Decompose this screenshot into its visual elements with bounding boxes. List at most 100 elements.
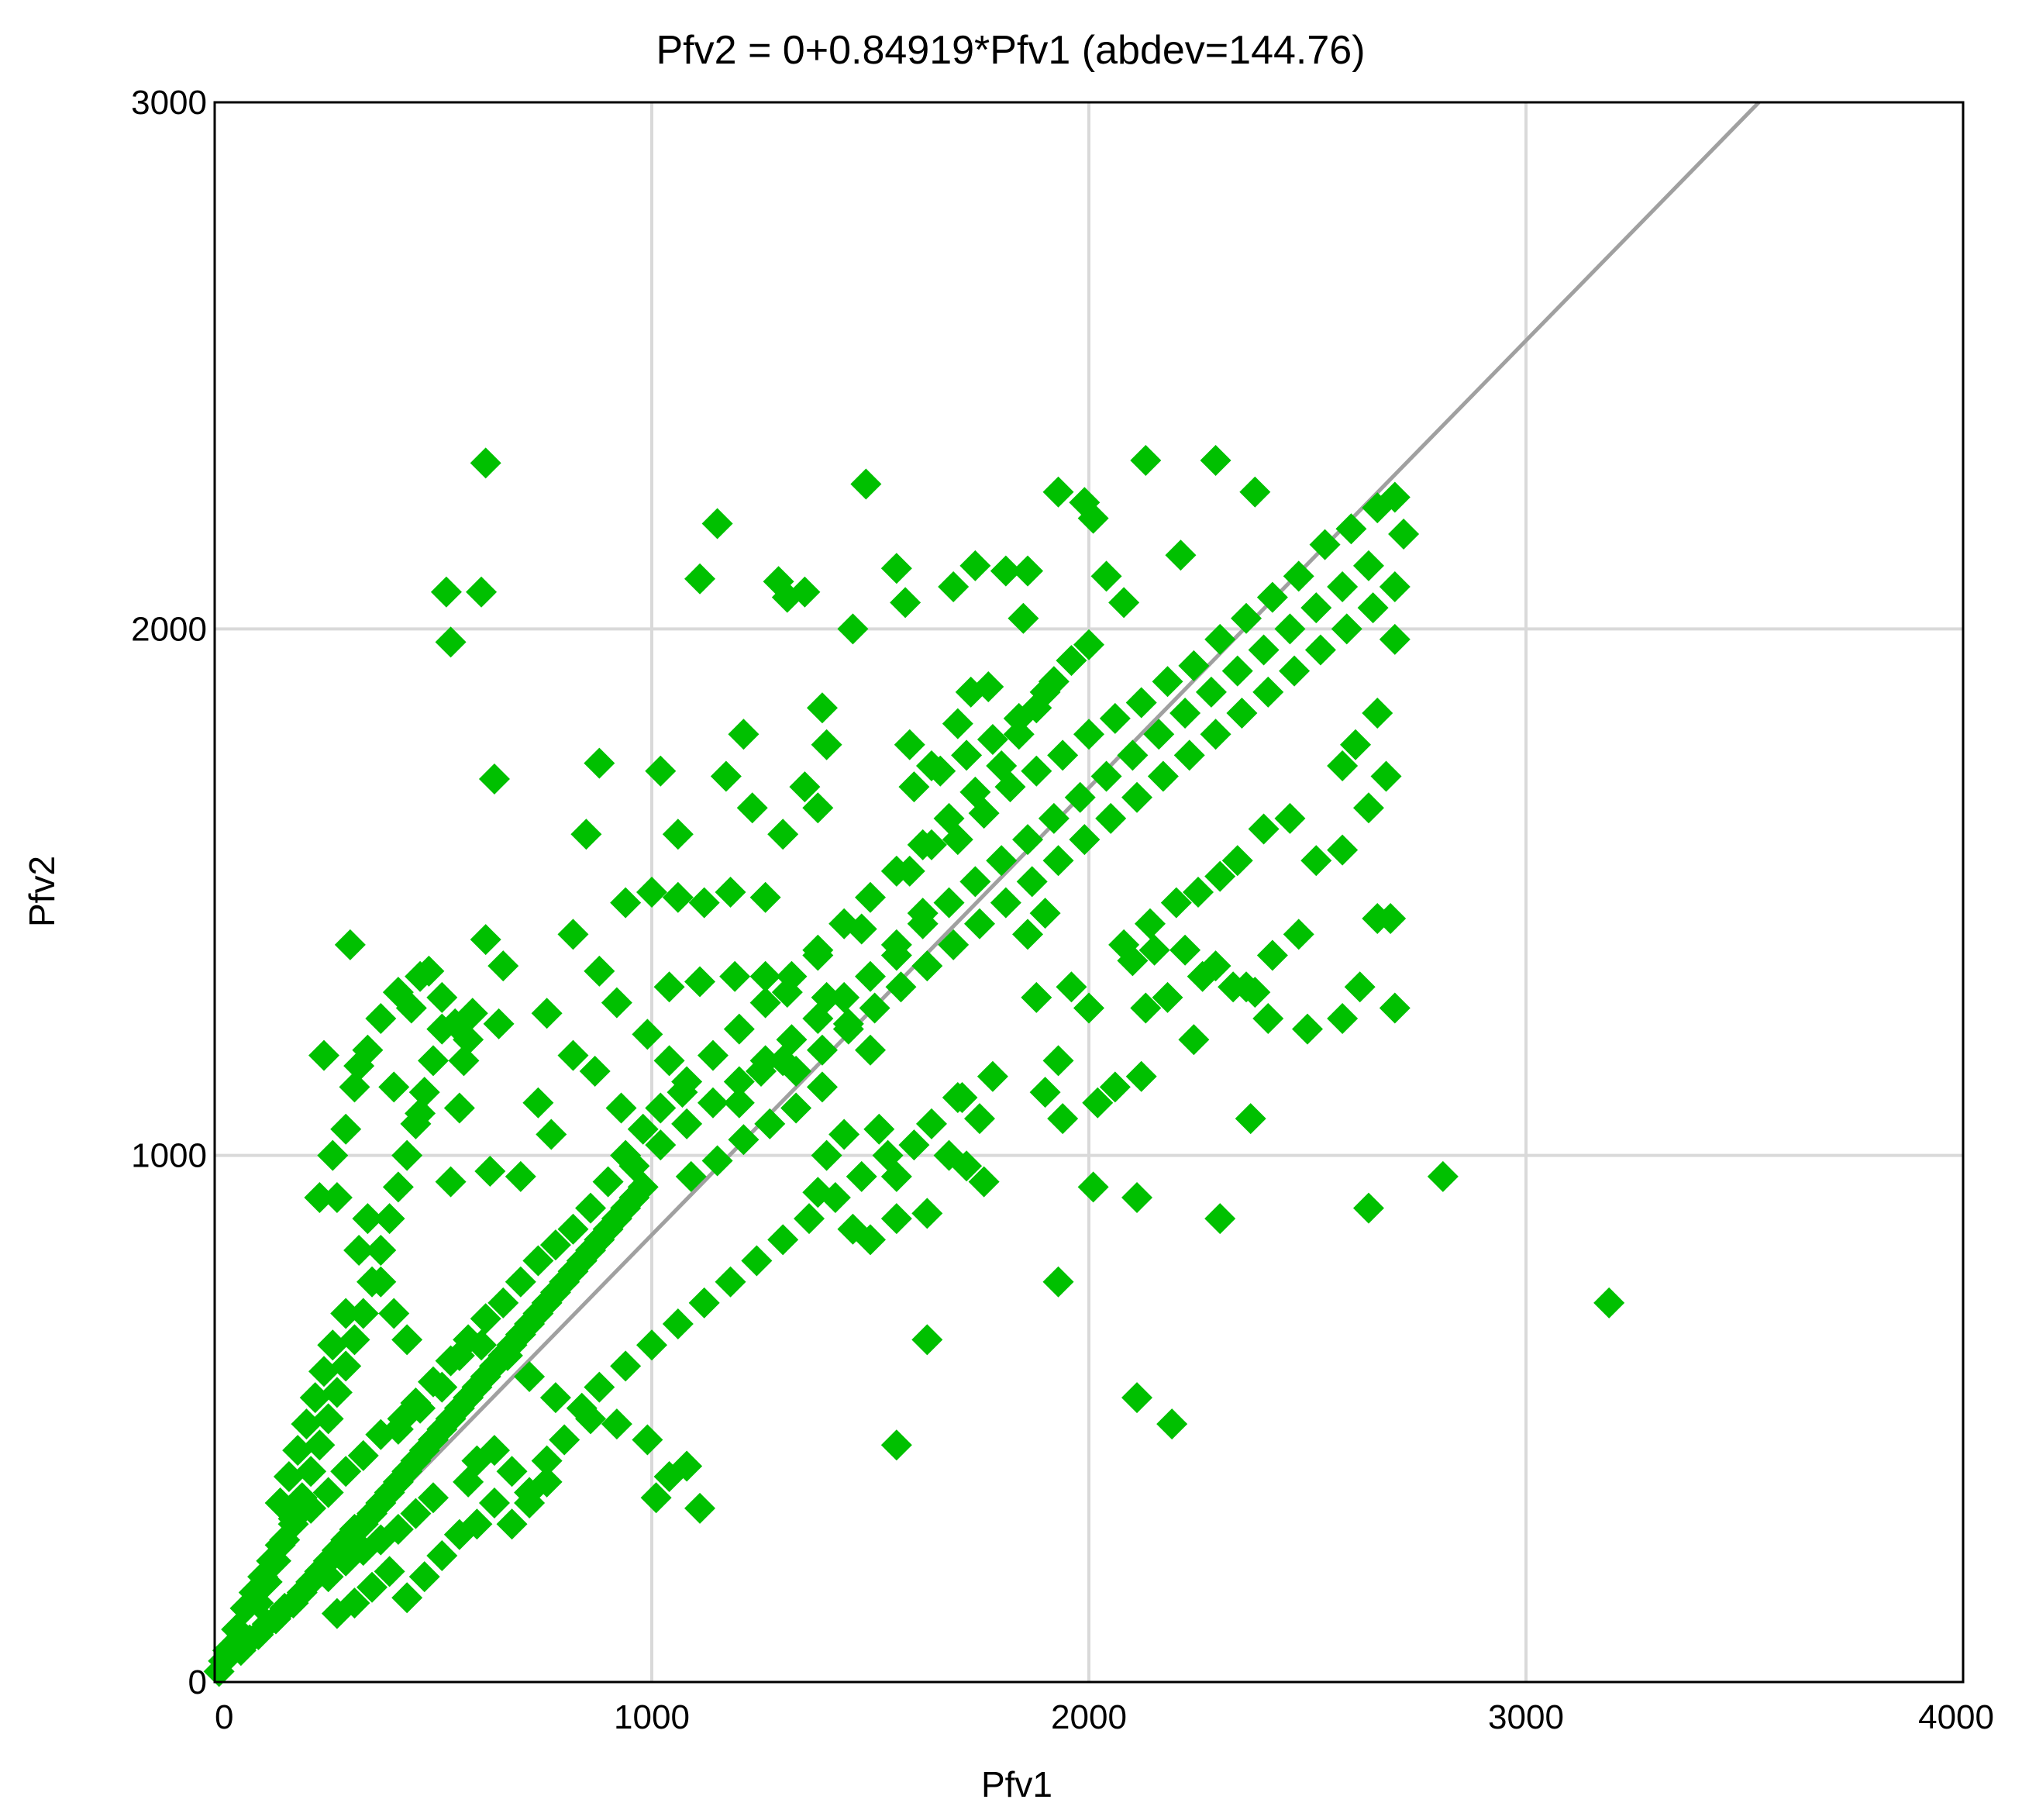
- data-point-283: [286, 1577, 318, 1608]
- data-point-125: [1117, 739, 1149, 771]
- data-point-242: [1121, 1382, 1153, 1414]
- data-point-223: [863, 1113, 895, 1145]
- data-point-148: [1173, 739, 1205, 771]
- data-point-173: [1327, 834, 1359, 866]
- data-point-153: [1304, 634, 1336, 666]
- data-point-355: [453, 1024, 484, 1056]
- data-point-349: [365, 1003, 397, 1035]
- data-point-172: [1300, 845, 1332, 877]
- data-point-343: [418, 1045, 449, 1077]
- data-point-74: [719, 960, 751, 992]
- data-point-443: [675, 1160, 707, 1192]
- grid-lines: [215, 102, 1963, 1682]
- data-point-35: [789, 771, 821, 803]
- data-point-357: [352, 1203, 384, 1235]
- data-point-16: [837, 613, 869, 645]
- data-point-17: [1042, 476, 1074, 508]
- data-point-452: [977, 723, 1008, 755]
- data-point-104: [1125, 687, 1157, 719]
- data-point-447: [780, 1092, 812, 1124]
- regression-line: [213, 101, 1761, 1684]
- data-point-12: [938, 570, 970, 602]
- data-point-1: [850, 468, 882, 500]
- data-point-329: [295, 1456, 327, 1487]
- y-tick-label-0: 0: [188, 1663, 207, 1701]
- data-point-340: [391, 1139, 423, 1171]
- data-point-331: [312, 1403, 344, 1435]
- data-point-72: [653, 971, 685, 1003]
- data-point-175: [1183, 877, 1214, 908]
- data-point-29: [645, 755, 677, 787]
- data-point-215: [1042, 1045, 1074, 1077]
- data-point-140: [723, 1066, 755, 1098]
- data-point-149: [1200, 719, 1231, 750]
- chart-title: Pfv2 = 0+0.84919*Pfv1 (abdev=144.76): [656, 28, 1365, 73]
- data-point-58: [448, 1045, 480, 1077]
- data-point-77: [584, 955, 615, 987]
- fit-line-group: [213, 101, 1761, 1684]
- data-point-32: [662, 819, 694, 850]
- data-point-363: [308, 1356, 339, 1387]
- data-point-378: [610, 1350, 642, 1382]
- data-point-251: [601, 1408, 632, 1440]
- data-point-171: [1274, 802, 1306, 834]
- data-point-107: [1204, 623, 1236, 655]
- data-point-405: [374, 1556, 405, 1587]
- data-point-406: [357, 1571, 388, 1603]
- data-point-0: [470, 447, 501, 479]
- data-point-332: [321, 1377, 353, 1408]
- data-point-442: [387, 1403, 419, 1435]
- data-point-423: [907, 829, 939, 860]
- data-point-100: [1021, 755, 1052, 787]
- data-point-346: [317, 1139, 349, 1171]
- data-point-200: [1344, 971, 1376, 1003]
- data-point-453: [1003, 702, 1035, 734]
- data-point-184: [1362, 698, 1393, 729]
- data-point-244: [911, 1324, 943, 1356]
- data-point-109: [1256, 581, 1288, 613]
- data-point-352: [413, 955, 445, 987]
- data-point-431: [1073, 629, 1104, 660]
- data-point-180: [1012, 919, 1044, 950]
- data-point-235: [1077, 1171, 1109, 1203]
- data-point-11: [890, 587, 921, 619]
- data-point-135: [855, 960, 886, 992]
- data-point-119: [1274, 613, 1306, 645]
- data-point-166: [832, 1013, 864, 1045]
- data-point-238: [1352, 1192, 1384, 1224]
- data-point-27: [478, 763, 510, 795]
- data-point-83: [557, 1039, 589, 1071]
- data-point-449: [898, 771, 930, 803]
- data-point-364: [299, 1382, 331, 1414]
- data-point-30: [710, 760, 742, 792]
- data-point-395: [312, 1561, 344, 1593]
- data-point-339: [382, 1171, 414, 1203]
- data-point-240: [1042, 1266, 1074, 1298]
- data-point-44: [973, 671, 1004, 703]
- data-point-187: [1138, 934, 1170, 966]
- data-point-51: [483, 1008, 515, 1039]
- data-point-142: [671, 1108, 703, 1139]
- data-point-341: [400, 1108, 432, 1139]
- data-point-207: [1218, 971, 1249, 1003]
- data-point-162: [938, 929, 970, 960]
- data-point-209: [1178, 1024, 1210, 1056]
- data-point-121: [1221, 655, 1253, 687]
- data-point-13: [959, 550, 991, 581]
- data-point-401: [478, 1487, 510, 1519]
- data-point-198: [1152, 981, 1183, 1013]
- data-point-170: [1248, 813, 1280, 845]
- data-point-224: [828, 1119, 860, 1150]
- data-point-440: [418, 1366, 449, 1398]
- data-point-106: [1178, 650, 1210, 681]
- data-point-143: [645, 1129, 677, 1161]
- data-point-375: [549, 1424, 580, 1456]
- data-point-379: [636, 1329, 667, 1361]
- data-point-434: [539, 1229, 571, 1261]
- data-point-46: [334, 929, 366, 960]
- data-point-424: [933, 802, 965, 834]
- data-point-196: [1073, 992, 1104, 1024]
- data-point-430: [1056, 645, 1087, 677]
- data-point-102: [1073, 719, 1104, 750]
- data-point-347: [339, 1071, 370, 1103]
